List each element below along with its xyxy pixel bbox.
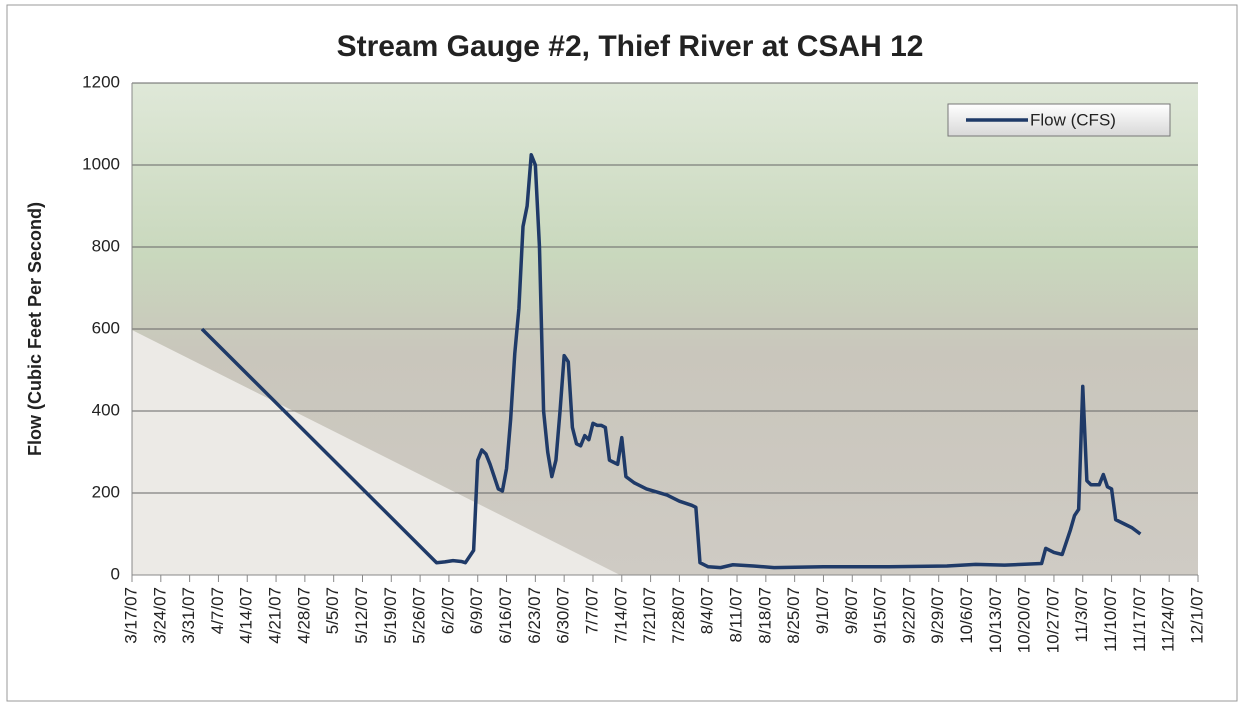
x-tick-label: 9/15/07 xyxy=(871,587,890,644)
x-tick-label: 7/28/07 xyxy=(669,587,688,644)
x-tick-label: 5/19/07 xyxy=(381,587,400,644)
y-tick-label: 1000 xyxy=(82,154,120,173)
x-tick-label: 7/7/07 xyxy=(582,587,601,634)
x-tick-label: 8/4/07 xyxy=(698,587,717,634)
x-tick-label: 9/29/07 xyxy=(928,587,947,644)
x-tick-label: 8/18/07 xyxy=(755,587,774,644)
x-tick-label: 8/11/07 xyxy=(727,587,746,642)
background-shape xyxy=(132,330,620,575)
x-tick-label: 6/2/07 xyxy=(438,587,457,634)
x-tick-label: 3/31/07 xyxy=(179,587,198,644)
x-tick-label: 6/16/07 xyxy=(496,587,515,644)
x-tick-label: 3/17/07 xyxy=(121,587,140,644)
x-tick-label: 7/21/07 xyxy=(640,587,659,644)
x-tick-label: 6/23/07 xyxy=(525,587,544,644)
x-tick-label: 5/5/07 xyxy=(323,587,342,634)
x-tick-label: 5/26/07 xyxy=(410,587,429,644)
legend-label: Flow (CFS) xyxy=(1030,110,1116,129)
y-tick-label: 800 xyxy=(92,236,120,255)
x-tick-label: 9/22/07 xyxy=(899,587,918,644)
x-tick-label: 10/27/07 xyxy=(1043,587,1062,653)
x-tick-label: 11/17/07 xyxy=(1130,587,1149,652)
y-tick-label: 0 xyxy=(111,564,120,583)
x-tick-label: 7/14/07 xyxy=(611,587,630,644)
x-tick-label: 12/1/07 xyxy=(1187,587,1206,644)
x-tick-label: 10/13/07 xyxy=(986,587,1005,653)
chart-title: Stream Gauge #2, Thief River at CSAH 12 xyxy=(337,30,924,63)
x-tick-label: 6/30/07 xyxy=(554,587,573,644)
y-tick-label: 200 xyxy=(92,482,120,501)
x-tick-label: 8/25/07 xyxy=(784,587,803,644)
x-tick-label: 11/24/07 xyxy=(1159,587,1178,652)
y-tick-label: 1200 xyxy=(82,72,120,91)
x-tick-label: 9/8/07 xyxy=(842,587,861,634)
x-tick-label: 4/14/07 xyxy=(237,587,256,644)
flow-line xyxy=(200,153,1142,570)
x-tick-label: 5/12/07 xyxy=(352,587,371,644)
y-tick-label: 600 xyxy=(92,318,120,337)
x-tick-label: 3/24/07 xyxy=(150,587,169,644)
x-tick-label: 4/7/07 xyxy=(208,587,227,634)
x-tick-label: 6/9/07 xyxy=(467,587,486,634)
x-tick-label: 11/3/07 xyxy=(1072,587,1091,642)
y-axis-label: Flow (Cubic Feet Per Second) xyxy=(25,202,45,456)
x-tick-label: 9/1/07 xyxy=(813,587,832,634)
x-tick-label: 4/28/07 xyxy=(294,587,313,644)
y-tick-label: 400 xyxy=(92,400,120,419)
x-tick-label: 10/6/07 xyxy=(957,587,976,644)
x-tick-label: 4/21/07 xyxy=(266,587,285,644)
x-tick-label: 10/20/07 xyxy=(1015,587,1034,653)
x-tick-label: 11/10/07 xyxy=(1101,587,1120,652)
